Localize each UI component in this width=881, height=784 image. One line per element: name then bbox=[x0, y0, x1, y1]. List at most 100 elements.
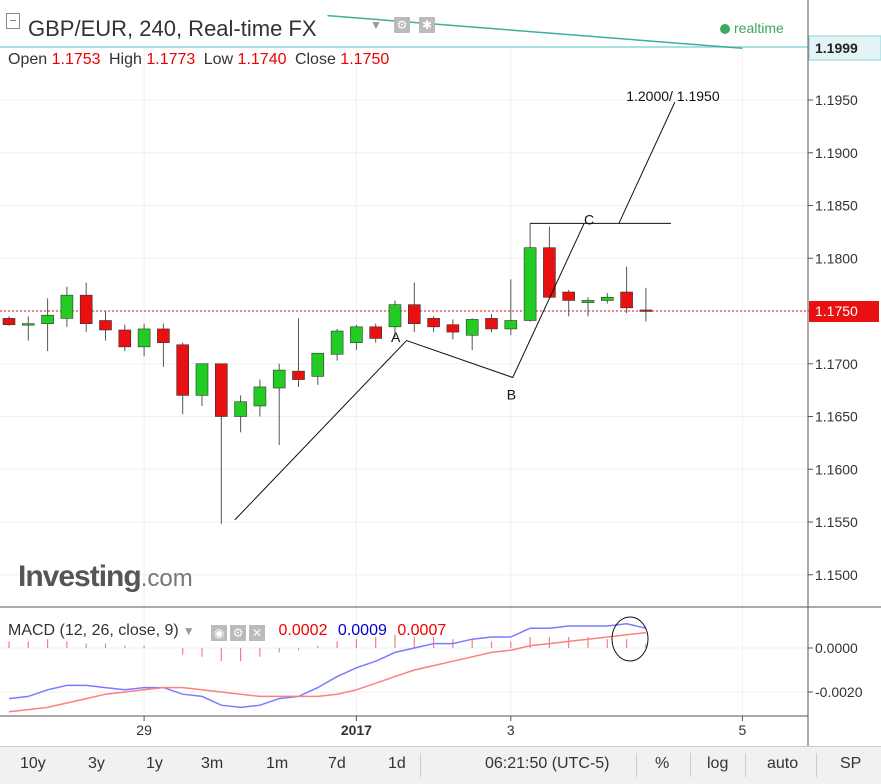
macd-histogram-value: 0.0002 bbox=[278, 622, 328, 639]
target-line bbox=[618, 101, 676, 224]
macd-line bbox=[8, 623, 647, 709]
candle-up bbox=[330, 330, 344, 355]
candle-up bbox=[504, 320, 518, 330]
candle-down bbox=[446, 324, 460, 333]
time-tick-label: 29 bbox=[136, 722, 152, 738]
chart-header: GBP/EUR, 240, Real-time FX ▼ ⚙ ✱ realtim… bbox=[0, 0, 808, 46]
time-tick-label: 5 bbox=[739, 722, 747, 738]
open-label: Open bbox=[8, 51, 48, 68]
candle-up bbox=[350, 326, 363, 343]
bottom-toolbar: 10y 3y 1y 3m 1m 7d 1d 06:21:50 (UTC-5) %… bbox=[0, 746, 881, 784]
settings-icon[interactable]: ⚙ bbox=[394, 17, 410, 33]
macd-header: MACD (12, 26, close, 9) ▼ ◉ ⚙ ✕ 0.0002 0.00… bbox=[8, 622, 446, 641]
trend-drawings[interactable]: A B C 1.2000/ 1.1950 bbox=[234, 14, 743, 521]
log-toggle[interactable]: log bbox=[707, 755, 729, 772]
candle-up bbox=[60, 294, 74, 319]
candle-down bbox=[99, 320, 112, 331]
macd-line-value: 0.0009 bbox=[337, 622, 387, 639]
candle-up bbox=[253, 386, 267, 407]
macd-tick-label: -0.0020 bbox=[815, 684, 863, 700]
candle-up bbox=[195, 363, 209, 396]
candle-up bbox=[581, 300, 595, 303]
candle-down bbox=[562, 291, 576, 301]
gear-icon[interactable]: ✱ bbox=[419, 17, 435, 33]
chevron-down-icon[interactable]: ▼ bbox=[182, 624, 195, 638]
grid bbox=[0, 47, 808, 716]
investing-logo: Investing.com bbox=[18, 560, 193, 594]
price-tick-label: 1.1550 bbox=[815, 514, 858, 530]
price-tick-label: 1.1700 bbox=[815, 356, 858, 372]
macd-title[interactable]: MACD (12, 26, close, 9) bbox=[8, 622, 179, 639]
close-label: Close bbox=[294, 51, 336, 68]
toolbar-divider bbox=[690, 753, 691, 777]
sp-toggle[interactable]: SP bbox=[840, 755, 862, 772]
high-value: 1.1773 bbox=[146, 51, 196, 68]
top-price-tag bbox=[808, 35, 881, 61]
candle-down bbox=[292, 370, 305, 380]
close-value: 1.1750 bbox=[340, 51, 390, 68]
candle-up bbox=[523, 247, 537, 321]
range-3y-button[interactable]: 3y bbox=[88, 755, 105, 772]
signal-line bbox=[8, 631, 646, 713]
price-tick-label: 1.1500 bbox=[815, 567, 858, 583]
candle-down bbox=[407, 304, 421, 324]
price-tick-label: 1.1900 bbox=[815, 145, 858, 161]
last-price-tag bbox=[809, 301, 879, 322]
last-price-label: 1.1750 bbox=[815, 303, 858, 319]
candle-down bbox=[485, 318, 498, 330]
price-tick-label: 1.1950 bbox=[815, 92, 858, 108]
range-7d-button[interactable]: 7d bbox=[328, 755, 346, 772]
candle-up bbox=[311, 352, 325, 377]
candle-up bbox=[272, 369, 286, 389]
candle-up bbox=[234, 401, 247, 417]
visibility-icon[interactable]: ◉ bbox=[211, 625, 228, 641]
candle-down bbox=[176, 344, 189, 396]
macd-tick-label: 0.0000 bbox=[815, 640, 858, 656]
toolbar-divider bbox=[636, 753, 637, 777]
candle-down bbox=[427, 318, 440, 328]
price-tick-label: 1.1850 bbox=[815, 198, 858, 214]
candle-down bbox=[639, 309, 653, 312]
toolbar-divider bbox=[745, 753, 746, 777]
abc-pattern-line bbox=[234, 223, 585, 521]
time-tick-label: 2017 bbox=[341, 722, 372, 738]
collapse-icon[interactable] bbox=[6, 13, 20, 29]
auto-toggle[interactable]: auto bbox=[767, 755, 799, 772]
toolbar-divider bbox=[420, 753, 421, 777]
range-1m-button[interactable]: 1m bbox=[266, 755, 289, 772]
candles bbox=[2, 223, 653, 525]
low-label: Low bbox=[203, 51, 234, 68]
candle-down bbox=[79, 294, 93, 324]
time-tick-label: 3 bbox=[507, 722, 515, 738]
candle-up bbox=[41, 314, 54, 324]
candle-up bbox=[388, 304, 402, 328]
macd-signal-value: 0.0007 bbox=[397, 622, 447, 639]
chart-title[interactable]: GBP/EUR, 240, Real-time FX bbox=[28, 16, 317, 41]
realtime-indicator: realtime bbox=[720, 20, 784, 36]
realtime-label: realtime bbox=[734, 20, 784, 36]
percent-toggle[interactable]: % bbox=[655, 755, 670, 772]
clock-readout: 06:21:50 (UTC-5) bbox=[485, 755, 610, 772]
close-icon[interactable]: ✕ bbox=[249, 625, 266, 641]
chevron-down-icon[interactable]: ▼ bbox=[370, 18, 382, 32]
candle-down bbox=[118, 329, 132, 348]
candle-up bbox=[465, 319, 479, 336]
range-3m-button[interactable]: 3m bbox=[201, 755, 224, 772]
low-value: 1.1740 bbox=[237, 51, 287, 68]
annotation-label: 1.2000/ 1.1950 bbox=[626, 88, 720, 104]
range-1y-button[interactable]: 1y bbox=[146, 755, 163, 772]
candle-down bbox=[2, 318, 16, 326]
range-10y-button[interactable]: 10y bbox=[20, 755, 46, 772]
high-label: High bbox=[108, 51, 142, 68]
price-tick-label: 1.1600 bbox=[815, 461, 858, 477]
range-1d-button[interactable]: 1d bbox=[388, 755, 406, 772]
candle-up bbox=[600, 296, 614, 301]
toolbar-divider bbox=[816, 753, 817, 777]
gear-icon[interactable]: ⚙ bbox=[230, 625, 247, 641]
candle-down bbox=[157, 328, 170, 343]
price-tick-label: 1.1650 bbox=[815, 409, 858, 425]
candle-up bbox=[137, 328, 151, 348]
logo-brand: Investing bbox=[18, 560, 142, 593]
axes: 1.1500 1.1550 1.1600 1.1650 1.1700 1.1750 1.18… bbox=[0, 0, 881, 746]
